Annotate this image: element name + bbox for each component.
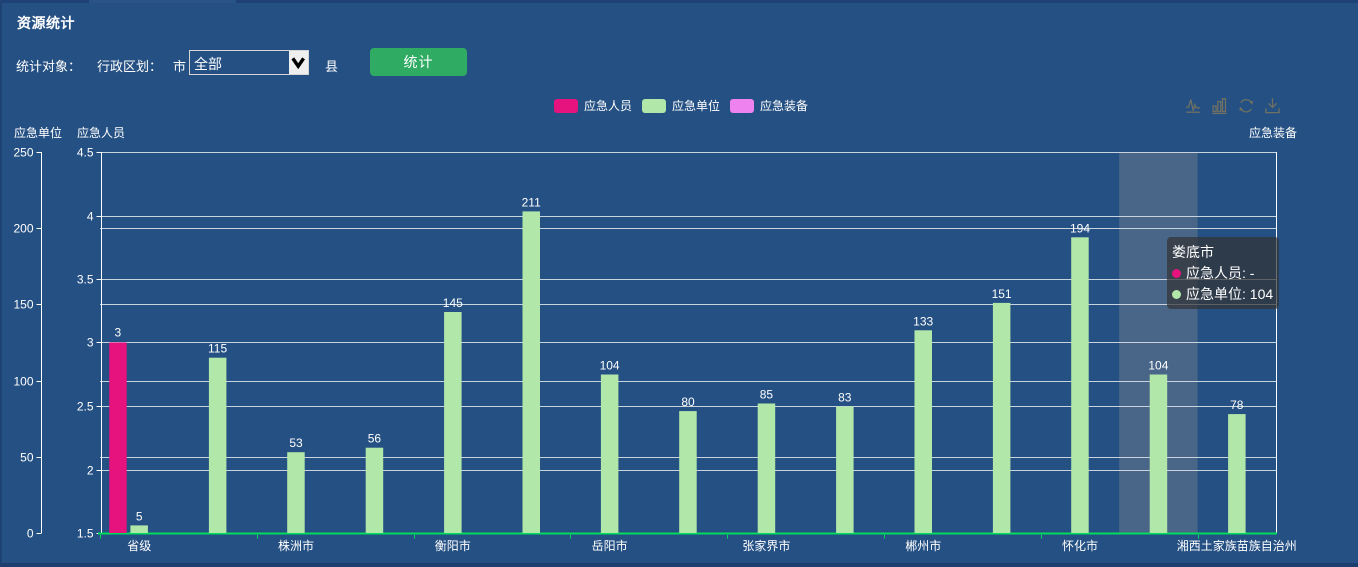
svg-text:85: 85 — [760, 388, 774, 402]
svg-text:100: 100 — [13, 375, 33, 389]
svg-text:133: 133 — [913, 314, 933, 328]
svg-text:5: 5 — [136, 509, 143, 523]
svg-text:250: 250 — [13, 146, 33, 160]
svg-text:53: 53 — [289, 436, 303, 450]
svg-text:4: 4 — [87, 210, 94, 224]
svg-text:151: 151 — [992, 287, 1012, 301]
svg-text:115: 115 — [208, 342, 227, 356]
svg-text:194: 194 — [1070, 221, 1090, 235]
svg-text:104: 104 — [1148, 359, 1168, 373]
svg-text:211: 211 — [522, 195, 541, 209]
svg-text:2.5: 2.5 — [77, 400, 94, 414]
svg-text:湘西土家族苗族自治州: 湘西土家族苗族自治州 — [1177, 538, 1297, 553]
svg-text:50: 50 — [20, 451, 34, 465]
svg-text:3: 3 — [87, 336, 94, 350]
svg-text:2: 2 — [87, 464, 94, 478]
svg-text:株洲市: 株洲市 — [278, 538, 314, 553]
svg-text:郴州市: 郴州市 — [905, 538, 941, 553]
svg-text:3: 3 — [115, 326, 122, 340]
svg-text:1.5: 1.5 — [77, 527, 94, 541]
svg-text:怀化市: 怀化市 — [1062, 538, 1098, 553]
svg-text:张家界市: 张家界市 — [742, 538, 790, 553]
svg-text:150: 150 — [13, 298, 33, 312]
svg-text:省级: 省级 — [127, 539, 151, 553]
svg-text:78: 78 — [1230, 398, 1244, 412]
svg-text:0: 0 — [27, 527, 34, 541]
svg-text:衡阳市: 衡阳市 — [435, 538, 471, 553]
svg-text:3.5: 3.5 — [77, 273, 94, 287]
svg-text:104: 104 — [600, 359, 620, 373]
svg-text:83: 83 — [838, 391, 852, 405]
svg-text:56: 56 — [368, 432, 382, 446]
svg-text:145: 145 — [443, 296, 463, 310]
svg-text:80: 80 — [681, 395, 695, 409]
svg-text:岳阳市: 岳阳市 — [592, 538, 628, 553]
svg-text:200: 200 — [13, 222, 33, 236]
svg-text:4.5: 4.5 — [77, 146, 94, 160]
